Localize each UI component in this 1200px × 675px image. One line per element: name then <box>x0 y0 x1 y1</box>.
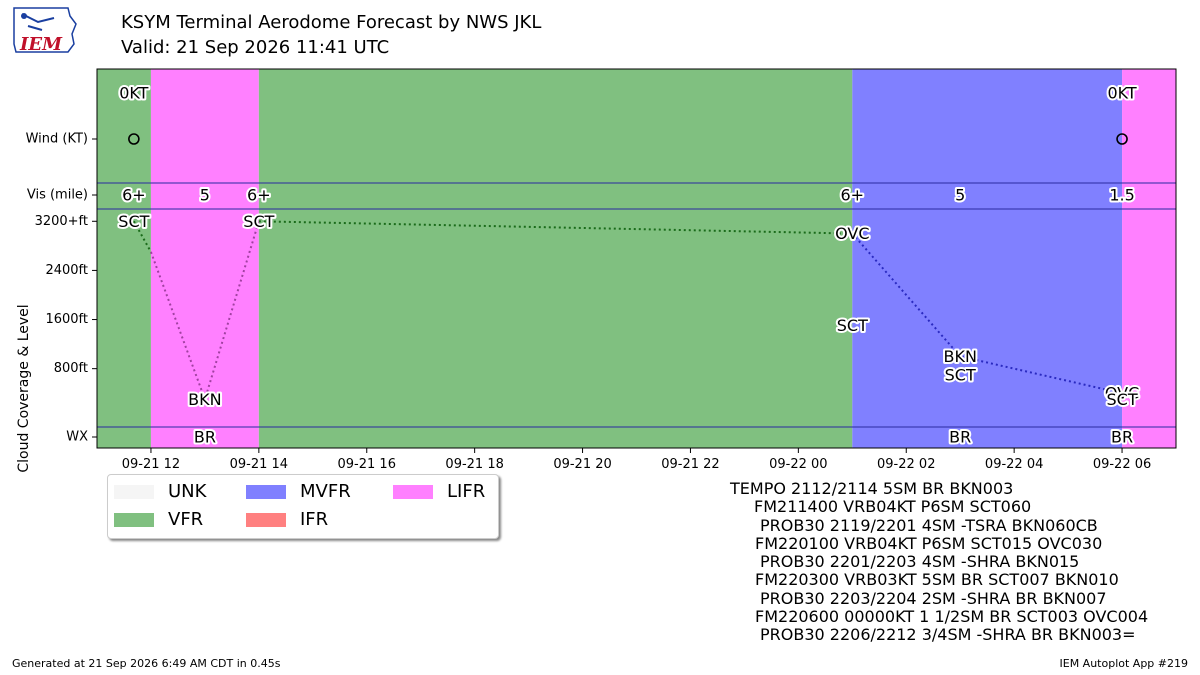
category-band-lifr <box>1122 69 1176 448</box>
legend-label-mvfr: MVFR <box>300 481 351 502</box>
chart-title: KSYM Terminal Aerodome Forecast by NWS J… <box>121 12 542 33</box>
legend-item-lifr: LIFR <box>393 481 485 502</box>
cloud-layer-label: SCT <box>1106 390 1137 409</box>
cloud-layer-label: SCT <box>118 212 149 231</box>
x-tick-label: 09-21 12 <box>122 457 180 472</box>
cloud-line <box>150 220 260 403</box>
visibility-label: 6+ <box>247 186 271 205</box>
cloud-layer-label: BKN <box>943 347 976 366</box>
taf-line: TEMPO 2112/2114 5SM BR BKN003 <box>730 479 1014 498</box>
legend-swatch-unk <box>114 484 154 499</box>
category-band-lifr <box>150 69 259 448</box>
legend-item-unk: UNK <box>114 481 206 502</box>
visibility-label: 6+ <box>841 186 865 205</box>
cloud-level-lines <box>132 220 1123 403</box>
taf-raw-text: TEMPO 2112/2114 5SM BR BKN003 FM211400 V… <box>700 479 1180 645</box>
x-tick-label: 09-21 16 <box>338 457 396 472</box>
taf-line: FM220300 VRB03KT 5SM BR SCT007 BKN010 <box>755 570 1119 590</box>
wind-label: 0KT <box>119 84 148 103</box>
legend-label-ifr: IFR <box>300 509 329 530</box>
y-row-label: WX <box>66 430 88 445</box>
legend: UNK MVFR LIFR VFR IFR <box>107 474 499 539</box>
plot-frame <box>96 68 1177 449</box>
legend-swatch-ifr <box>246 512 286 527</box>
cloud-layer-label: BKN <box>188 390 221 409</box>
legend-item-vfr: VFR <box>114 509 203 530</box>
footer-app: IEM Autoplot App #219 <box>1059 657 1189 670</box>
row-separators <box>97 182 1176 428</box>
footer-generated: Generated at 21 Sep 2026 6:49 AM CDT in … <box>12 657 281 670</box>
y-axis-label: Cloud Coverage & Level <box>16 304 32 472</box>
wind-label: 0KT <box>1107 84 1136 103</box>
wind-marker <box>128 133 140 145</box>
legend-label-lifr: LIFR <box>447 481 486 502</box>
taf-line: FM220100 VRB04KT P6SM SCT015 OVC030 <box>755 533 1103 553</box>
x-tick-label: 09-22 00 <box>769 457 827 472</box>
x-tick-label: 09-21 18 <box>445 457 503 472</box>
y-row-label: Vis (mile) <box>27 188 88 203</box>
x-tick-label: 09-21 20 <box>553 457 611 472</box>
x-tick-label: 09-22 04 <box>985 457 1043 472</box>
legend-swatch-mvfr <box>246 484 286 499</box>
weather-label: BR <box>194 428 216 447</box>
cloud-layer-label: OVC <box>1105 384 1139 403</box>
flight-category-bands <box>97 69 1176 448</box>
taf-line: PROB30 2203/2204 2SM -SHRA BR BKN007 <box>760 588 1107 608</box>
y-cloud-tick-label: 3200+ft <box>35 214 88 229</box>
x-tick-label: 09-22 02 <box>877 457 935 472</box>
taf-line: PROB30 2201/2203 4SM -SHRA BKN015 <box>760 552 1080 572</box>
visibility-label: 5 <box>955 186 965 205</box>
legend-item-ifr: IFR <box>246 509 328 530</box>
category-band-vfr <box>97 69 151 448</box>
chart-subtitle: Valid: 21 Sep 2026 11:41 UTC <box>121 37 390 58</box>
y-cloud-tick-label: 1600ft <box>45 312 88 327</box>
x-tick-label: 09-22 06 <box>1093 457 1151 472</box>
legend-swatch-vfr <box>114 512 154 527</box>
taf-line: PROB30 2119/2201 4SM -TSRA BKN060CB <box>760 515 1098 535</box>
x-tick-label: 09-21 22 <box>661 457 719 472</box>
legend-label-vfr: VFR <box>168 509 204 530</box>
category-band-mvfr <box>852 69 1123 448</box>
cloud-layer-label: SCT <box>837 316 868 335</box>
visibility-label: 1.5 <box>1109 186 1134 205</box>
visibility-label: 5 <box>200 186 210 205</box>
cloud-layer-label: OVC <box>835 224 869 243</box>
visibility-label: 6+ <box>122 186 146 205</box>
y-row-label: Wind (KT) <box>26 132 88 147</box>
x-tick-label: 09-21 14 <box>230 457 288 472</box>
weather-label: BR <box>1111 428 1133 447</box>
weather-label: BR <box>949 428 971 447</box>
y-cloud-tick-label: 2400ft <box>45 263 88 278</box>
y-cloud-tick-label: 800ft <box>54 361 88 376</box>
taf-line: PROB30 2206/2212 3/4SM -SHRA BR BKN003= <box>760 625 1136 645</box>
wind-marker <box>1116 133 1128 145</box>
legend-item-mvfr: MVFR <box>246 481 351 502</box>
legend-label-unk: UNK <box>168 481 207 502</box>
taf-line: FM220600 00000KT 1 1/2SM BR SCT003 OVC00… <box>755 607 1149 627</box>
legend-swatch-lifr <box>393 484 433 499</box>
chart-axes: 09-21 12 09-21 14 09-21 16 09-21 18 09-21 20… <box>16 68 1177 473</box>
cloud-layer-label: SCT <box>243 212 274 231</box>
taf-line: FM211400 VRB04KT P6SM SCT060 <box>754 497 1032 517</box>
logo-text: IEM <box>19 34 63 55</box>
cloud-line <box>132 220 152 253</box>
cloud-line <box>258 220 853 235</box>
category-band-vfr <box>258 69 853 448</box>
cloud-layer-label: SCT <box>945 365 976 384</box>
iem-logo: IEM <box>13 7 77 55</box>
